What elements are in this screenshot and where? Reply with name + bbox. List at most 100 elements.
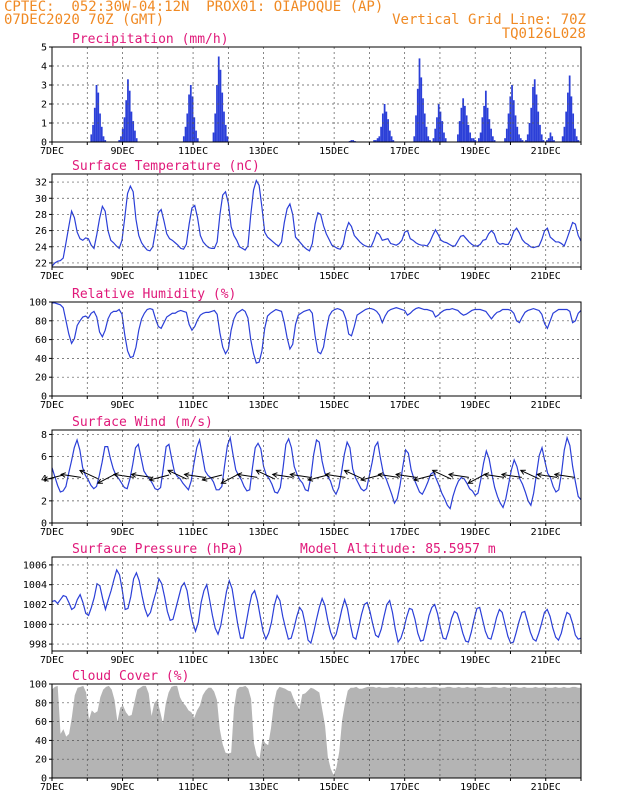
precip-bar (549, 132, 552, 142)
wind-arrow-head (324, 472, 331, 478)
header-model-id: TQ0126L028 (501, 26, 586, 42)
wind-arrow-head (447, 472, 454, 478)
wind-arrow-head (255, 469, 262, 475)
precip-bar (530, 107, 533, 142)
precip-bar (465, 115, 468, 142)
x-tick-label: 17DEC (390, 146, 420, 157)
wind-arrow-head (79, 469, 85, 475)
wind-arrow (290, 473, 311, 478)
wind-arrow (149, 474, 170, 481)
precip-bar (525, 140, 527, 142)
precip-bar (546, 140, 548, 142)
precip-bar (350, 140, 353, 142)
x-tick-label: 19DEC (460, 782, 490, 793)
wind-arrow (344, 469, 364, 480)
precip-bar (444, 138, 447, 142)
precip-bar (532, 86, 534, 142)
series-line-2 (52, 302, 582, 364)
precip-bar (512, 100, 515, 142)
wind-arrow-head (42, 476, 49, 482)
precip-bar (92, 124, 94, 142)
precip-bar (491, 136, 494, 142)
x-tick-label: 7DEC (40, 146, 64, 157)
precip-bar (458, 121, 461, 142)
x-tick-label: 9DEC (110, 655, 134, 666)
precip-bar (212, 132, 215, 142)
precip-bar (490, 128, 492, 142)
precip-bar (104, 140, 107, 142)
precip-bar (135, 138, 138, 142)
precip-bar (493, 140, 496, 142)
precip-bar (469, 132, 472, 142)
precip-bar (127, 79, 129, 142)
y-tick-label: 0 (41, 774, 47, 785)
x-tick-label: 9DEC (110, 146, 134, 157)
precip-bar (427, 136, 430, 142)
precip-bar (561, 136, 564, 142)
x-tick-label: 19DEC (460, 400, 490, 411)
y-tick-label: 1004 (23, 580, 47, 591)
precip-bar (373, 140, 375, 142)
panel-frame (51, 301, 582, 397)
precip-bar (390, 136, 393, 142)
wind-arrow-head (236, 472, 243, 478)
x-tick-label: 11DEC (178, 271, 208, 282)
wind-arrow (501, 473, 522, 478)
wind-arrow-head (483, 472, 490, 478)
precip-bar (509, 96, 512, 142)
precip-bar (415, 115, 417, 142)
wind-arrow-head (412, 476, 420, 482)
precip-bar (443, 132, 445, 142)
y-tick-label: 5 (41, 43, 47, 54)
panel-title: Surface Temperature (nC) (72, 159, 260, 174)
wind-arrow-head (343, 469, 350, 475)
panel-frame (51, 683, 582, 779)
precip-bar (577, 140, 580, 142)
y-tick-label: 100 (29, 680, 47, 691)
x-tick-label: 17DEC (390, 271, 420, 282)
y-tick-label: 60 (35, 335, 47, 346)
precip-bar (184, 126, 187, 142)
panel-frame (51, 556, 582, 652)
x-tick-label: 17DEC (390, 655, 420, 666)
x-tick-label: 21DEC (531, 271, 561, 282)
x-tick-label: 11DEC (178, 400, 208, 411)
y-tick-label: 60 (35, 717, 47, 728)
header-location: CPTEC: 052:30W-04:12N PROX01: OIAPOQUE (… (4, 0, 384, 15)
wind-arrow-head (431, 469, 438, 475)
x-tick-label: 15DEC (319, 655, 349, 666)
x-tick-label: 13DEC (249, 271, 279, 282)
wind-arrow-head (112, 472, 119, 478)
x-tick-label: 7DEC (40, 782, 64, 793)
precip-bar (484, 90, 487, 142)
y-tick-label: 1002 (23, 600, 47, 611)
precip-bar (477, 138, 480, 142)
y-tick-label: 20 (35, 373, 47, 384)
wind-arrow (184, 473, 205, 478)
x-tick-label: 11DEC (178, 146, 208, 157)
panel-annotation: Model Altitude: 85.5957 m (300, 542, 496, 557)
precip-bar (383, 104, 386, 142)
precip-bar (436, 117, 438, 142)
precip-bar (97, 92, 100, 142)
header-vertical-grid: Vertical Grid Line: 70Z (392, 12, 586, 28)
precip-bar (516, 126, 519, 142)
precip-bar (193, 117, 196, 142)
precip-bar (121, 128, 124, 142)
precip-bar (217, 56, 220, 142)
header-run-date: 07DEC2020 70Z (GMT) (4, 12, 165, 28)
y-tick-label: 3 (41, 81, 47, 92)
x-tick-label: 13DEC (249, 146, 279, 157)
x-tick-label: 7DEC (40, 400, 64, 411)
x-tick-label: 7DEC (40, 655, 64, 666)
precip-bar (388, 130, 391, 142)
precip-bar (221, 92, 224, 142)
precip-bar (533, 79, 536, 142)
precip-bar (118, 140, 121, 142)
wind-arrow (413, 474, 434, 481)
precip-bar (537, 111, 540, 142)
precip-bar (563, 126, 566, 142)
precip-bar (374, 140, 377, 142)
precip-bar (381, 113, 384, 142)
y-tick-label: 32 (35, 178, 47, 189)
